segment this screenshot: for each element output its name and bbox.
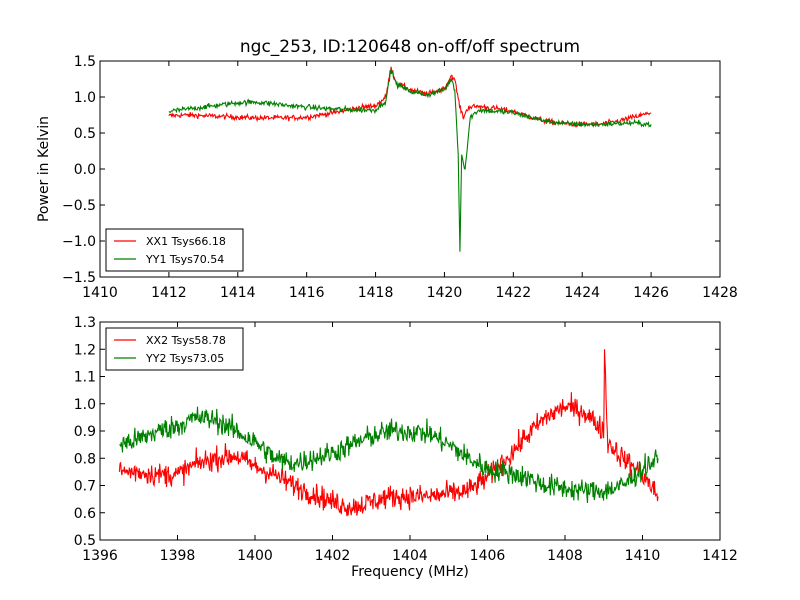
y-tick-label: 0.5 bbox=[74, 533, 96, 549]
y-tick-label: 1.2 bbox=[74, 342, 96, 358]
legend-label: XX2 Tsys58.78 bbox=[146, 334, 226, 347]
y-tick-label: −1.5 bbox=[62, 270, 96, 286]
x-tick-label: 1426 bbox=[633, 285, 669, 301]
y-tick-label: −1.0 bbox=[62, 234, 96, 250]
x-tick-label: 1422 bbox=[496, 285, 532, 301]
legend-label: YY2 Tsys73.05 bbox=[145, 352, 224, 365]
x-tick-label: 1398 bbox=[160, 548, 196, 564]
y-tick-label: 0.9 bbox=[74, 424, 96, 440]
bottom-plot: 1396 1398 1400 1402 1404 1406 1408 1410 1412 0.5 0… bbox=[74, 315, 738, 564]
top-plot: 1410 1412 1414 1416 1418 1420 1422 1424 1426 1428… bbox=[62, 54, 738, 301]
x-tick-label: 1396 bbox=[82, 548, 118, 564]
x-tick-label: 1412 bbox=[702, 548, 738, 564]
series-line-xx bbox=[118, 349, 659, 517]
y-tick-label: 1.0 bbox=[74, 397, 96, 413]
x-tick-label: 1416 bbox=[289, 285, 325, 301]
x-tick-label: 1406 bbox=[470, 548, 506, 564]
x-tick-label: 1404 bbox=[392, 548, 428, 564]
x-tick-label: 1428 bbox=[702, 285, 738, 301]
top-y-axis-label: Power in Kelvin bbox=[36, 116, 52, 222]
y-tick-label: 0.8 bbox=[74, 451, 96, 467]
legend-label: YY1 Tsys70.54 bbox=[145, 253, 224, 266]
legend-box bbox=[105, 228, 244, 272]
y-tick-label: 1.1 bbox=[74, 370, 96, 386]
y-tick-label: 0.7 bbox=[74, 479, 96, 495]
x-axis-label: Frequency (MHz) bbox=[351, 564, 469, 580]
x-tick-label: 1420 bbox=[427, 285, 463, 301]
series-line-yy bbox=[168, 67, 652, 252]
x-tick-label: 1410 bbox=[625, 548, 661, 564]
x-tick-label: 1414 bbox=[220, 285, 256, 301]
x-tick-label: 1418 bbox=[358, 285, 394, 301]
chart-title: ngc_253, ID:120648 on-off/off spectrum bbox=[240, 37, 580, 57]
y-tick-label: 0.0 bbox=[74, 162, 96, 178]
y-tick-label: 1.3 bbox=[74, 315, 96, 331]
legend-box bbox=[105, 327, 244, 371]
x-tick-label: 1410 bbox=[82, 285, 118, 301]
legend: XX1 Tsys66.18 YY1 Tsys70.54 bbox=[105, 228, 244, 272]
x-tick-label: 1424 bbox=[564, 285, 600, 301]
y-tick-label: 0.5 bbox=[74, 126, 96, 142]
y-tick-label: −0.5 bbox=[62, 198, 96, 214]
y-tick-label: 0.6 bbox=[74, 506, 96, 522]
legend-label: XX1 Tsys66.18 bbox=[146, 235, 226, 248]
series-line-yy bbox=[119, 406, 659, 504]
x-tick-label: 1400 bbox=[237, 548, 273, 564]
y-tick-label: 1.5 bbox=[74, 54, 96, 70]
x-tick-label: 1412 bbox=[151, 285, 187, 301]
y-tick-label: 1.0 bbox=[74, 90, 96, 106]
x-tick-label: 1408 bbox=[547, 548, 583, 564]
x-tick-label: 1402 bbox=[315, 548, 351, 564]
legend: XX2 Tsys58.78 YY2 Tsys73.05 bbox=[105, 327, 244, 371]
